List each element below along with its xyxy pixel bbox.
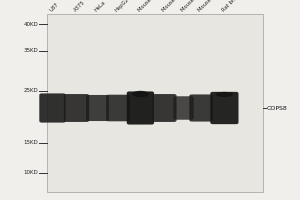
FancyBboxPatch shape — [46, 14, 262, 192]
FancyBboxPatch shape — [86, 95, 109, 121]
Ellipse shape — [132, 91, 149, 97]
Text: HeLa: HeLa — [94, 0, 107, 13]
FancyBboxPatch shape — [39, 93, 66, 123]
Text: 35KD: 35KD — [23, 48, 38, 53]
FancyBboxPatch shape — [106, 95, 130, 121]
FancyBboxPatch shape — [127, 91, 154, 125]
FancyBboxPatch shape — [173, 96, 194, 120]
Text: Mouse brain: Mouse brain — [137, 0, 163, 13]
Text: 10KD: 10KD — [23, 170, 38, 176]
FancyBboxPatch shape — [189, 94, 213, 122]
Text: Mouse liver: Mouse liver — [180, 0, 205, 13]
Text: 40KD: 40KD — [23, 21, 38, 26]
Text: Rat brain: Rat brain — [221, 0, 242, 13]
Text: Mouse heart: Mouse heart — [161, 0, 188, 13]
Ellipse shape — [216, 92, 233, 97]
Text: 15KD: 15KD — [23, 140, 38, 146]
Text: HepG2: HepG2 — [114, 0, 130, 13]
Text: COPS8: COPS8 — [267, 106, 288, 110]
Text: U87: U87 — [49, 2, 60, 13]
Text: 25KD: 25KD — [23, 88, 38, 93]
Text: Mouse testis: Mouse testis — [197, 0, 224, 13]
FancyBboxPatch shape — [210, 92, 238, 124]
FancyBboxPatch shape — [152, 94, 176, 122]
FancyBboxPatch shape — [64, 94, 89, 122]
Text: A375: A375 — [73, 0, 86, 13]
